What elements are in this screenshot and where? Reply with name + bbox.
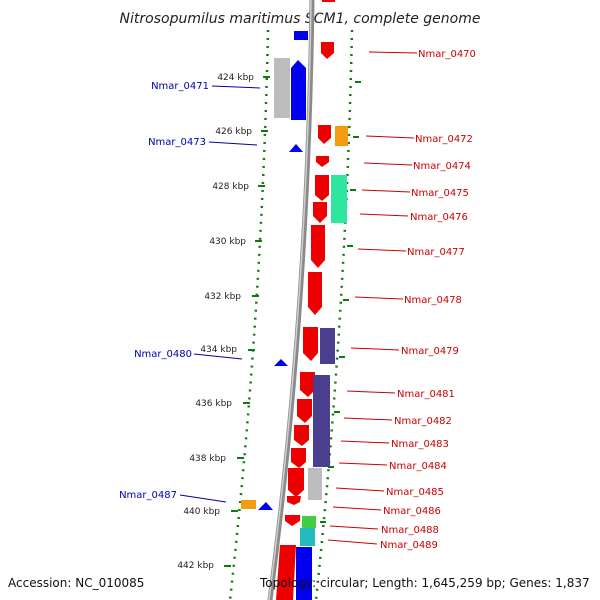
right-scale-stubs [320,81,361,523]
gene-label-nmar-0471[interactable]: Nmar_0471 [151,81,209,92]
gene-arrow-nmar-0488[interactable] [285,515,300,526]
gene-arrow-nmar-0486[interactable] [287,496,301,505]
gene-label-nmar-0487[interactable]: Nmar_0487 [119,490,177,501]
gene-arrow[interactable] [322,0,335,2]
gene-arrow-nmar-0471[interactable] [291,60,306,120]
gene-arrow-nmar-0479[interactable] [303,327,318,361]
gene-arrow[interactable] [294,31,308,40]
gene-label-nmar-0483[interactable]: Nmar_0483 [391,439,449,450]
gene-label-nmar-0473[interactable]: Nmar_0473 [148,137,206,148]
gene-box-orange[interactable] [335,126,348,146]
gene-label-nmar-0476[interactable]: Nmar_0476 [410,212,468,223]
gene-label-nmar-0485[interactable]: Nmar_0485 [386,487,444,498]
gene-arrow-nmar-0489[interactable] [276,545,296,600]
gene-box-navy[interactable] [313,375,330,467]
gene-label-nmar-0481[interactable]: Nmar_0481 [397,389,455,400]
gene-function-boxes [241,58,348,600]
gene-arrow-nmar-0477[interactable] [311,225,325,268]
gene-label-nmar-0479[interactable]: Nmar_0479 [401,346,459,357]
tick-label: 432 kbp [204,292,241,302]
gene-arrow-nmar-0475[interactable] [315,175,329,201]
tick-label: 424 kbp [217,73,254,83]
right-guide-dotted-line [314,29,354,600]
reverse-strand-genes [258,31,308,510]
forward-strand-genes [276,0,335,600]
gene-arrow-nmar-0484[interactable] [291,448,306,468]
gene-label-nmar-0480[interactable]: Nmar_0480 [134,349,192,360]
gene-label-nmar-0475[interactable]: Nmar_0475 [411,188,469,199]
tick-label: 440 kbp [183,507,220,517]
gene-label-nmar-0484[interactable]: Nmar_0484 [389,461,447,472]
gene-box-gray[interactable] [308,468,322,500]
genome-backbone-highlight [268,0,312,600]
gene-box-blue[interactable] [296,547,312,600]
gene-arrow-nmar-0470[interactable] [321,42,334,59]
gene-arrow-nmar-0483[interactable] [294,425,309,446]
gene-arrow-nmar-0482[interactable] [297,399,312,423]
gene-label-nmar-0478[interactable]: Nmar_0478 [404,295,462,306]
gene-arrow-nmar-0481[interactable] [300,372,315,397]
gene-label-nmar-0477[interactable]: Nmar_0477 [407,247,465,258]
gene-box-navy[interactable] [320,328,335,364]
map-title: Nitrosopumilus maritimus SCM1, complete … [120,11,481,27]
gene-label-nmar-0486[interactable]: Nmar_0486 [383,506,441,517]
tick-label: 428 kbp [212,182,249,192]
gene-box-orange[interactable] [241,500,256,509]
gene-arrow-nmar-0478[interactable] [308,272,322,315]
gene-arrow-nmar-0473[interactable] [289,144,303,152]
topology-text: Topology: circular; Length: 1,645,259 bp… [259,576,590,590]
tick-label: 426 kbp [215,127,252,137]
gene-arrow-nmar-0487[interactable] [258,502,273,510]
tick-label: 436 kbp [195,399,232,409]
right-gene-labels: Nmar_0470 Nmar_0472 Nmar_0474 Nmar_0475 … [327,49,476,551]
gene-box-lime[interactable] [302,516,316,528]
gene-label-nmar-0482[interactable]: Nmar_0482 [394,416,452,427]
gene-label-nmar-0470[interactable]: Nmar_0470 [418,49,476,60]
gene-box-teal[interactable] [300,528,315,546]
accession-text: Accession: NC_010085 [8,576,144,590]
gene-label-nmar-0472[interactable]: Nmar_0472 [415,134,473,145]
tick-label: 430 kbp [209,237,246,247]
gene-arrow-nmar-0485[interactable] [288,468,304,497]
gene-arrow-nmar-0474[interactable] [316,156,329,167]
gene-arrow-nmar-0476[interactable] [313,202,327,223]
tick-label: 442 kbp [177,561,214,571]
gene-label-nmar-0488[interactable]: Nmar_0488 [381,525,439,536]
gene-arrow-nmar-0480[interactable] [274,359,288,366]
left-gene-labels: Nmar_0471 Nmar_0473 Nmar_0480 Nmar_0487 [119,81,261,503]
tick-label: 434 kbp [200,345,237,355]
left-guide-dotted-line [228,29,270,600]
scale-ticks: 424 kbp 426 kbp 428 kbp 430 kbp 432 kbp … [177,73,270,571]
gene-label-nmar-0474[interactable]: Nmar_0474 [413,161,471,172]
gene-box-green[interactable] [331,175,347,223]
genome-backbone [267,0,315,600]
gene-label-nmar-0489[interactable]: Nmar_0489 [380,540,438,551]
gene-box-gray[interactable] [274,58,290,118]
gene-arrow-nmar-0472[interactable] [318,125,331,144]
tick-label: 438 kbp [189,454,226,464]
